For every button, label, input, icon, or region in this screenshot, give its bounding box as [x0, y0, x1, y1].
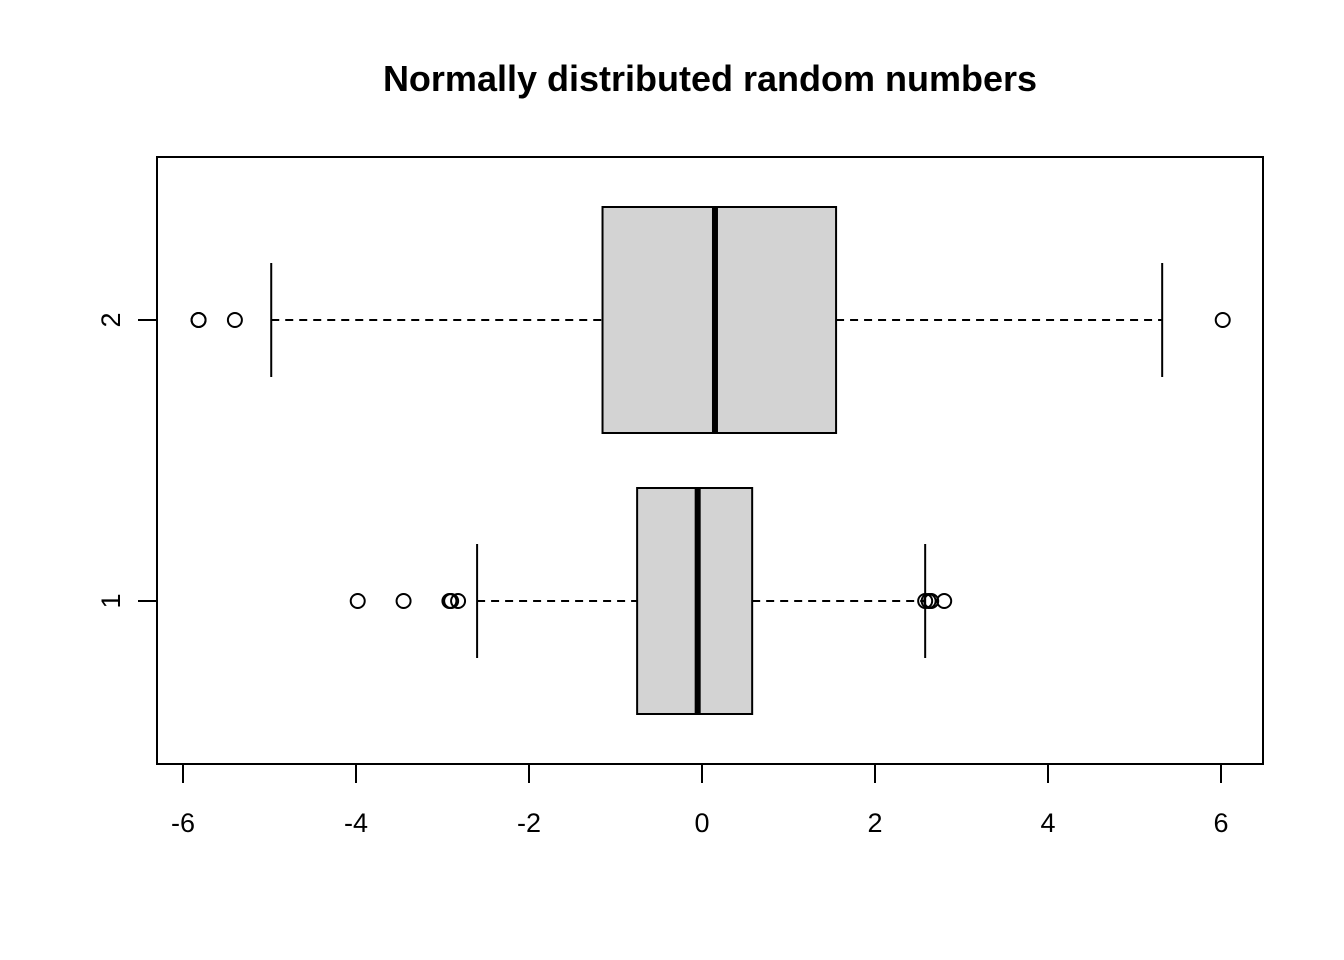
boxes-layer — [190, 206, 1231, 715]
x-tick-label: 0 — [694, 808, 709, 838]
x-tick-label: -4 — [344, 808, 368, 838]
outlier-point — [1214, 312, 1231, 328]
outlier-point — [190, 312, 207, 328]
box-iqr — [636, 487, 754, 715]
x-tick-label: 4 — [1040, 808, 1055, 838]
box-group-2 — [190, 206, 1231, 434]
box-group-1 — [349, 487, 953, 715]
outlier-point — [349, 593, 366, 609]
chart-title: Normally distributed random numbers — [383, 58, 1037, 99]
outlier-point — [226, 312, 243, 328]
y-tick-label: 2 — [96, 312, 126, 327]
box-iqr — [601, 206, 838, 434]
y-axis: 12 — [96, 312, 158, 609]
outlier-point — [395, 593, 412, 609]
outlier-point — [923, 593, 940, 609]
x-tick-label: -2 — [517, 808, 541, 838]
outlier-point — [450, 593, 467, 609]
y-tick-label: 1 — [96, 593, 126, 608]
x-tick-label: -6 — [171, 808, 195, 838]
x-tick-label: 2 — [867, 808, 882, 838]
x-tick-label: 6 — [1213, 808, 1228, 838]
outlier-point — [936, 593, 953, 609]
x-axis: -6 -4 -2 0 2 4 6 — [171, 763, 1229, 838]
outlier-point — [443, 593, 460, 609]
